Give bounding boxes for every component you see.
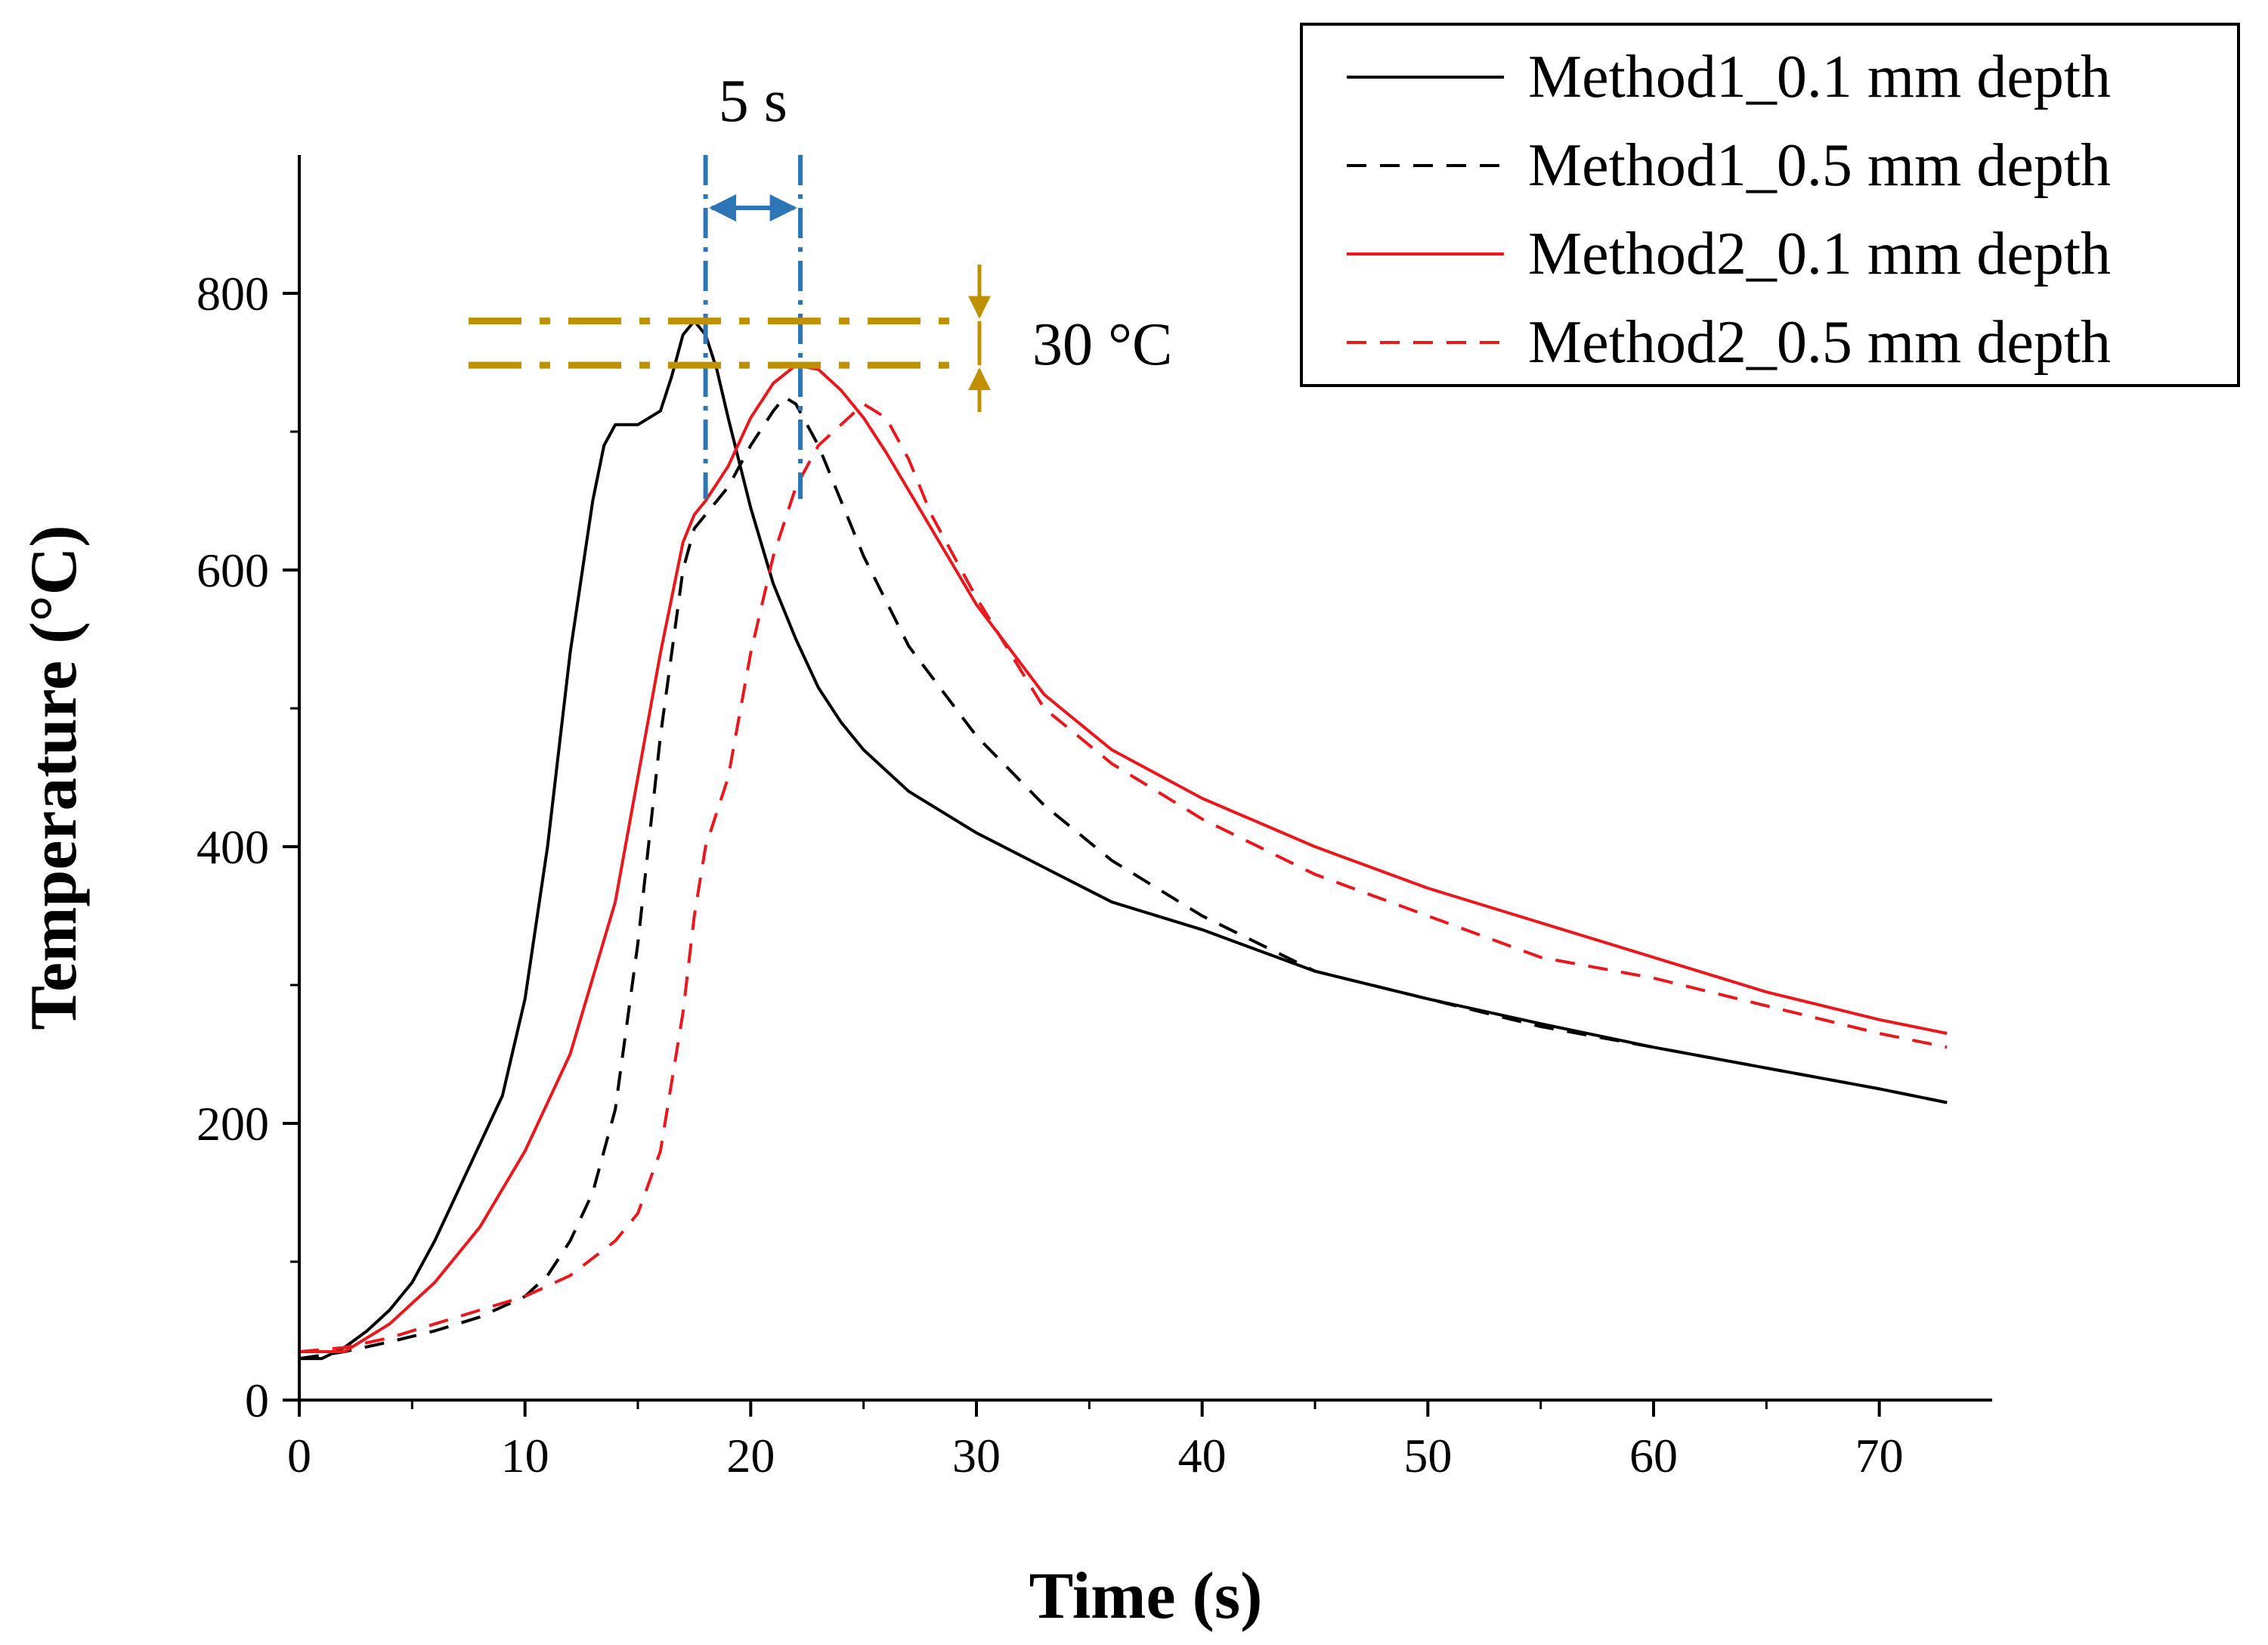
series-layer: [299, 319, 1948, 1361]
y-tick-label: 600: [196, 544, 269, 597]
legend-item-method1-0-1-mm-depth: Method1_0.1 mm depth: [1347, 44, 2111, 110]
y-tick-label: 400: [196, 820, 269, 874]
x-tick-label: 60: [1629, 1429, 1678, 1482]
plot-area: 5 s 30 °C: [299, 68, 1948, 1361]
legend-items: Method1_0.1 mm depth Method1_0.5 mm depth…: [1347, 44, 2111, 376]
x-tick-label: 40: [1178, 1429, 1227, 1482]
x-tick-label: 10: [501, 1429, 549, 1482]
x-tick-label: 70: [1855, 1429, 1904, 1482]
legend-item-method2-0-1-mm-depth: Method2_0.1 mm depth: [1347, 221, 2111, 287]
legend: Method1_0.1 mm depth Method1_0.5 mm depth…: [1300, 23, 2240, 387]
y-tick-label: 0: [245, 1374, 269, 1427]
x-tick-label: 30: [952, 1429, 1001, 1482]
x-tick-label: 20: [726, 1429, 775, 1482]
series-line-method2-0-5-mm-depth: [299, 402, 1948, 1353]
legend-label: Method1_0.5 mm depth: [1528, 132, 2111, 199]
x-tick-label: 0: [287, 1429, 311, 1482]
y-tick-label: 800: [196, 267, 269, 321]
x-axis-title: Time (s): [1029, 1560, 1263, 1633]
time-gap-label: 5 s: [719, 68, 787, 135]
x-axis-ticks: 0 10 20 30 40 50 60 70: [287, 1400, 1904, 1482]
legend-box: [1300, 23, 2240, 387]
y-tick-label: 200: [196, 1097, 269, 1151]
y-axis-title: Temperature (°C): [17, 525, 91, 1030]
series-line-method1-0-1-mm-depth: [299, 319, 1948, 1361]
annotation-layer: 5 s 30 °C: [469, 68, 1172, 499]
axes: 0 10 20 30 40 50 60 70 0 200 400 600 800: [196, 155, 1992, 1482]
x-tick-label: 50: [1403, 1429, 1452, 1482]
legend-label: Method1_0.1 mm depth: [1528, 44, 2111, 110]
legend-item-method1-0-5-mm-depth: Method1_0.5 mm depth: [1347, 132, 2111, 199]
temp-gap-label: 30 °C: [1032, 311, 1172, 378]
legend-item-method2-0-5-mm-depth: Method2_0.5 mm depth: [1347, 309, 2111, 376]
legend-label: Method2_0.5 mm depth: [1528, 309, 2111, 376]
y-axis-ticks: 0 200 400 600 800: [196, 267, 299, 1427]
legend-label: Method2_0.1 mm depth: [1528, 221, 2111, 287]
series-line-method1-0-5-mm-depth: [299, 395, 1948, 1361]
